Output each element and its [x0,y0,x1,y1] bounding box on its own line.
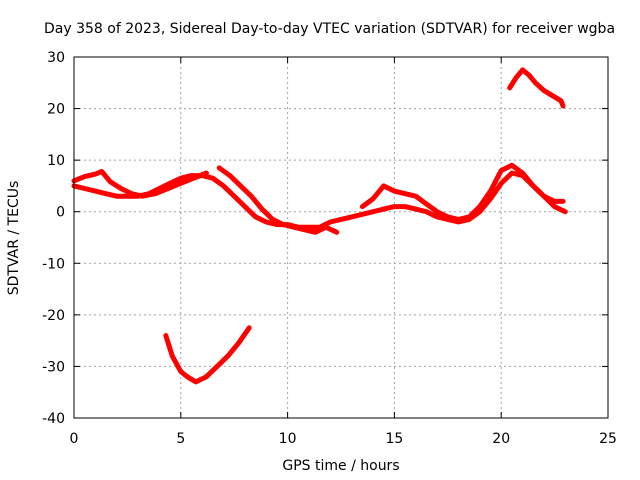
series-line-arc-2 [71,169,209,199]
x-axis-label: GPS time / hours [282,458,399,474]
grid [74,57,608,418]
axis-ticks [73,56,609,419]
series-layer [71,67,568,385]
series-line-arc-4 [359,162,566,222]
x-tick-label: 15 [385,431,403,447]
series-line-arc-5 [163,325,252,385]
x-tick-labels: 0 5 10 15 20 25 [70,431,617,447]
y-axis-label: SDTVAR / TECUs [6,181,22,296]
x-tick-label: 10 [279,431,297,447]
y-tick-label: -30 [42,359,65,375]
series-line-arc-1 [71,170,568,230]
series-line-arc-6 [507,67,566,109]
y-tick-label: 30 [47,50,65,66]
plot-frame [73,56,609,419]
y-tick-label: -10 [42,256,65,272]
x-tick-label: 20 [492,431,510,447]
y-tick-label: 0 [56,205,65,221]
chart-title: Day 358 of 2023, Sidereal Day-to-day VTE… [44,21,615,37]
y-tick-label: -40 [42,411,65,427]
y-tick-label: 10 [47,153,65,169]
y-tick-label: 20 [47,102,65,118]
series-line-arc-3 [216,165,340,235]
x-tick-label: 0 [70,431,79,447]
y-tick-labels: -40 -30 -20 -10 0 10 20 30 [42,50,65,427]
x-tick-label: 5 [176,431,185,447]
x-tick-label: 25 [599,431,617,447]
y-tick-label: -20 [42,308,65,324]
